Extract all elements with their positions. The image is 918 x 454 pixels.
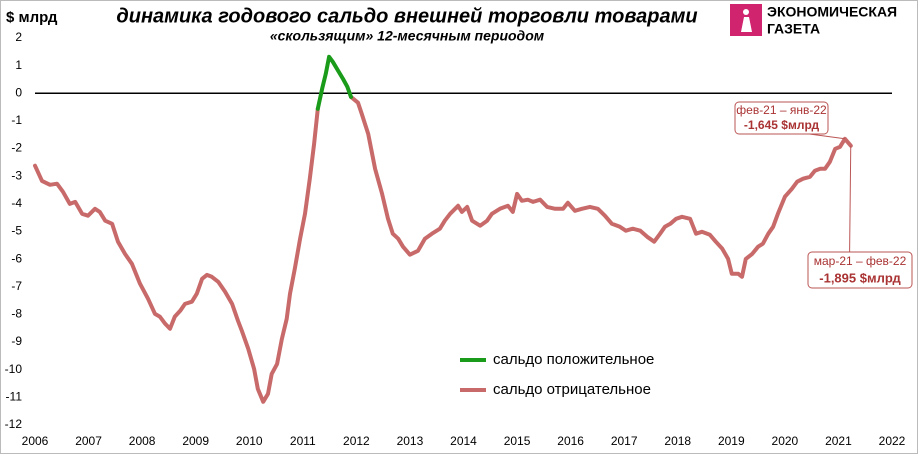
series-line [33,94,853,404]
y-tick-label: -11 [6,390,23,404]
x-tick-label: 2014 [450,434,477,448]
y-tick-label: -3 [11,168,22,182]
callout-pointer [849,145,852,253]
logo-text: ЭКОНОМИЧЕСКАЯ [767,4,897,20]
callout-value: -1,645 $млрд [744,118,820,132]
x-tick-label: 2008 [129,434,156,448]
logo-figure [743,9,749,15]
y-tick-label: -10 [5,362,23,376]
y-tick-label: -5 [11,224,22,238]
x-tick-label: 2015 [504,434,531,448]
logo-text: ГАЗЕТА [767,21,820,37]
callout-value: -1,895 $млрд [819,270,901,285]
legend-label: сальдо отрицательное [493,381,651,398]
y-tick-label: 2 [15,30,22,44]
x-tick-label: 2019 [718,434,745,448]
y-tick-label: -6 [11,251,22,265]
y-tick-label: 0 [15,85,22,99]
callout-period: мар-21 – фев-22 [814,254,907,268]
callout-box [807,251,913,289]
x-tick-label: 2010 [236,434,263,448]
x-tick-label: 2017 [611,434,638,448]
x-tick-label: 2007 [75,434,102,448]
callout-pointer [809,133,845,140]
x-tick-label: 2020 [772,434,799,448]
callout-box [734,101,829,135]
x-tick-label: 2022 [879,434,906,448]
y-axis-label: $ млрд [6,9,58,26]
x-tick-label: 2013 [397,434,424,448]
legend-label: сальдо положительное [493,351,654,368]
chart-subtitle: «скользящим» 12-месячным периодом [270,28,545,44]
x-tick-label: 2021 [825,434,852,448]
y-tick-label: -7 [11,279,22,293]
x-tick-label: 2009 [182,434,209,448]
y-tick-label: -1 [11,113,22,127]
y-tick-label: -8 [11,307,22,321]
logo-figure [741,17,752,32]
callout-period: фев-21 – янв-22 [736,103,827,117]
y-tick-label: -4 [11,196,22,210]
y-tick-label: -2 [11,141,22,155]
series-line [315,54,353,111]
y-tick-label: -9 [11,334,22,348]
x-tick-label: 2016 [557,434,584,448]
x-tick-label: 2011 [290,434,316,448]
x-tick-label: 2006 [22,434,49,448]
chart-title: динамика годового сальдо внешней торговл… [116,5,697,27]
x-tick-label: 2018 [664,434,691,448]
y-tick-label: -12 [5,417,23,431]
y-tick-label: 1 [15,58,22,72]
x-tick-label: 2012 [343,434,370,448]
